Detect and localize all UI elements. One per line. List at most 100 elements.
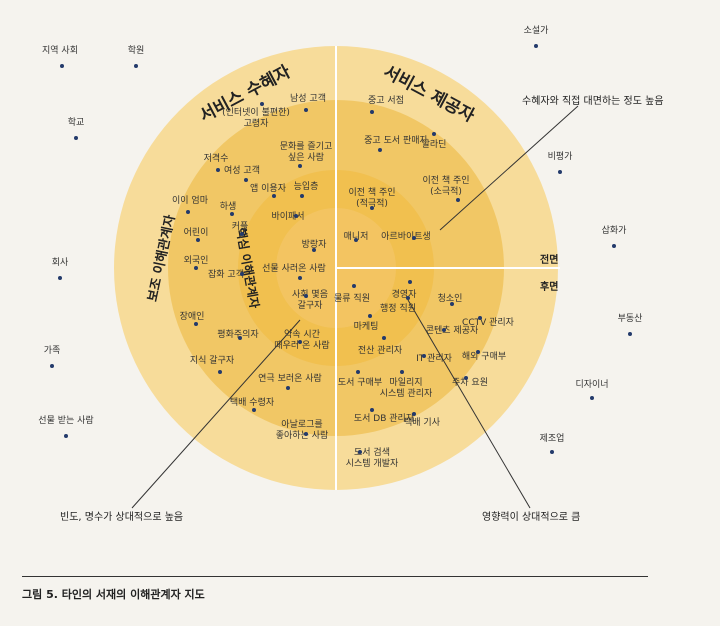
stakeholder-dot [590,396,594,400]
stakeholder-label: 택배 수령자 [229,398,275,408]
stakeholder-label: 제조업 [539,434,565,444]
stakeholder-label: 하생 [219,202,237,212]
stakeholder-label: 선물 받는 사람 [38,416,94,426]
stakeholder-label: 능입층 [293,182,319,192]
stakeholder-dot [272,194,276,198]
stakeholder-label: 주차 요원 [452,378,488,388]
stakeholder-label: 사회 몇음 갈구자 [292,290,328,311]
stakeholder-label: 가족 [43,346,61,356]
stakeholder-label: 택배 기사 [404,418,440,428]
stakeholder-dot [216,168,220,172]
stakeholder-label: 잡화 고객 [208,270,244,280]
stakeholder-label: 평화주의자 [217,330,259,340]
stakeholder-dot [358,450,362,454]
stakeholder-label: 삽화가 [601,226,627,236]
stakeholder-dot [558,170,562,174]
stakeholder-dot [368,314,372,318]
stakeholder-dot [442,328,446,332]
stakeholder-label: 중고 서점 [368,96,404,106]
stakeholder-label: 물류 직원 [334,294,370,304]
stakeholder-dot [194,322,198,326]
stakeholder-label: CCTV 관리자 [462,318,514,328]
stakeholder-dot [370,110,374,114]
stakeholder-dot [370,408,374,412]
stakeholder-dot [304,294,308,298]
stakeholder-dot [408,280,412,284]
stakeholder-label: 알라딘 [421,140,447,150]
stakeholder-dot [244,178,248,182]
stakeholder-dot [58,276,62,280]
stakeholder-dot [300,194,304,198]
stakeholder-label: 약속 시간 때우러 온 사람 [274,330,330,351]
stakeholder-label: 아날로그를 좋아하는 사람 [275,420,329,441]
stakeholder-label: 전산 관리자 [357,346,403,356]
front-label: 전면 [540,255,559,266]
stakeholder-label: 이전 책 주인 (적극적) [348,188,396,209]
stakeholder-dot [252,408,256,412]
callout-line-bottom-left [131,319,301,509]
stakeholder-label: 남성 고객 [290,94,326,104]
stakeholder-dot [298,340,302,344]
stakeholder-label: 비평가 [547,152,573,162]
stakeholder-dot [550,450,554,454]
stakeholder-dot [298,276,302,280]
stakeholder-dot [64,434,68,438]
figure-caption: 그림 5. 타인의 서재의 이해관계자 지도 [22,588,205,601]
callout-line-top-right [439,105,579,231]
stakeholder-dot [134,64,138,68]
stakeholder-dot [260,102,264,106]
stakeholder-dot [230,212,234,216]
stakeholder-dot [218,370,222,374]
stakeholder-label: 문화를 즐기고 싶은 사람 [279,142,333,163]
stakeholder-label: 방랑자 [301,240,327,250]
stakeholder-dot [186,210,190,214]
stakeholder-dot [304,432,308,436]
stakeholder-label: 디자이너 [575,380,609,390]
stakeholder-label: 경영자 [391,290,417,300]
stakeholder-label: 커플 [231,222,249,232]
back-label: 후면 [540,282,559,293]
stakeholder-dot [464,376,468,380]
stakeholder-label: 도서 DB 관리자 [353,414,415,424]
stakeholder-dot [628,332,632,336]
stakeholder-dot [456,198,460,202]
stakeholder-dot [378,148,382,152]
callout-top-right: 수혜자와 직접 대면하는 정도 높음 [522,96,664,107]
stakeholder-dot [50,364,54,368]
stakeholder-dot [294,214,298,218]
stakeholder-dot [612,244,616,248]
stakeholder-dot [400,370,404,374]
stakeholder-label: 부동산 [617,314,643,324]
stakeholder-label: 지식 갈구자 [189,356,235,366]
stakeholder-dot [240,272,244,276]
stakeholder-label: 저격수 [203,154,229,164]
stakeholder-label: 어린이 [183,228,209,238]
stakeholder-dot [370,206,374,210]
stakeholder-dot [196,238,200,242]
stakeholder-label: 아르바이트생 [381,232,431,242]
stakeholder-label: 마케팅 [353,322,379,332]
stakeholder-dot [450,302,454,306]
stakeholder-dot [238,336,242,340]
stakeholder-dot [356,370,360,374]
stakeholder-label: 학원 [127,46,145,56]
stakeholder-dot [304,108,308,112]
stakeholder-dot [286,386,290,390]
stakeholder-label: 학교 [67,118,85,128]
stakeholder-label: 이이 엄마 [172,196,208,206]
stakeholder-dot [298,164,302,168]
stakeholder-dot [60,64,64,68]
stakeholder-dot [352,284,356,288]
stakeholder-label: 연극 보러온 사람 [258,374,322,384]
stakeholder-dot [412,236,416,240]
stakeholder-dot [406,296,410,300]
stakeholder-label: 콘텐츠 제공자 [425,326,479,336]
stakeholder-dot [534,44,538,48]
stakeholder-label: 청소인 [437,294,463,304]
stakeholder-dot [412,412,416,416]
stakeholder-dot [382,336,386,340]
stakeholder-dot [476,350,480,354]
stakeholder-label: 이전 책 주인 (소극적) [422,176,470,197]
